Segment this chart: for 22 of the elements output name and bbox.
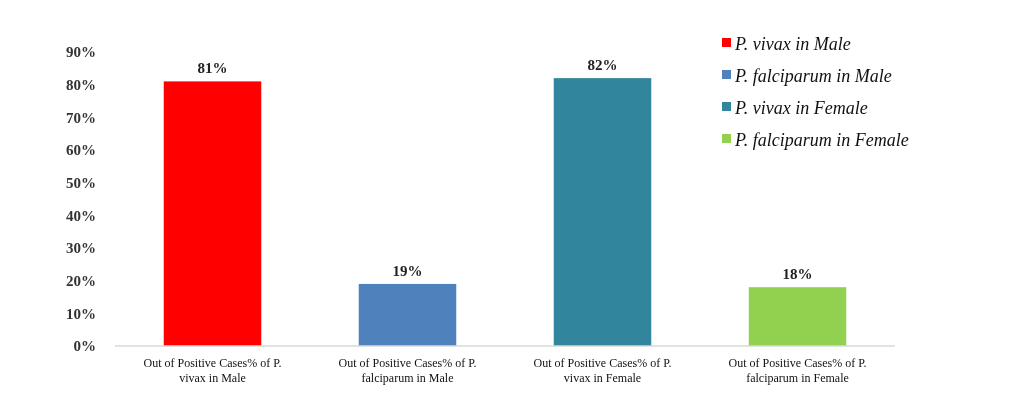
y-tick-label: 90% — [66, 44, 96, 61]
data-label: 18% — [782, 266, 813, 283]
x-tick-label: Out of Positive Cases% of P. falciparum in Female — [728, 356, 867, 385]
y-tick-label: 60% — [66, 142, 96, 159]
x-tick-label: Out of Positive Cases% of P. vivax in Female — [533, 356, 672, 385]
y-tick-label: 0% — [73, 338, 96, 355]
y-tick-label: 80% — [66, 76, 96, 93]
y-tick-label: 40% — [66, 207, 96, 224]
legend-label: P. falciparum in Female — [734, 130, 909, 151]
y-tick-label: 20% — [66, 272, 96, 289]
data-label: 19% — [392, 262, 423, 279]
legend-label: P. falciparum in Male — [734, 66, 892, 87]
legend-label: P. vivax in Male — [734, 34, 851, 55]
y-tick-label: 10% — [66, 305, 96, 322]
legend-label: P. vivax in Female — [734, 98, 868, 119]
data-label: 82% — [587, 57, 618, 74]
y-tick-label: 70% — [66, 109, 96, 126]
y-tick-label: 50% — [66, 174, 96, 191]
x-tick-label: Out of Positive Cases% of P. falciparum in Male — [338, 356, 477, 385]
x-tick-label: Out of Positive Cases% of P. vivax in Male — [143, 356, 282, 385]
y-tick-label: 30% — [66, 240, 96, 257]
data-label: 81% — [197, 60, 228, 77]
